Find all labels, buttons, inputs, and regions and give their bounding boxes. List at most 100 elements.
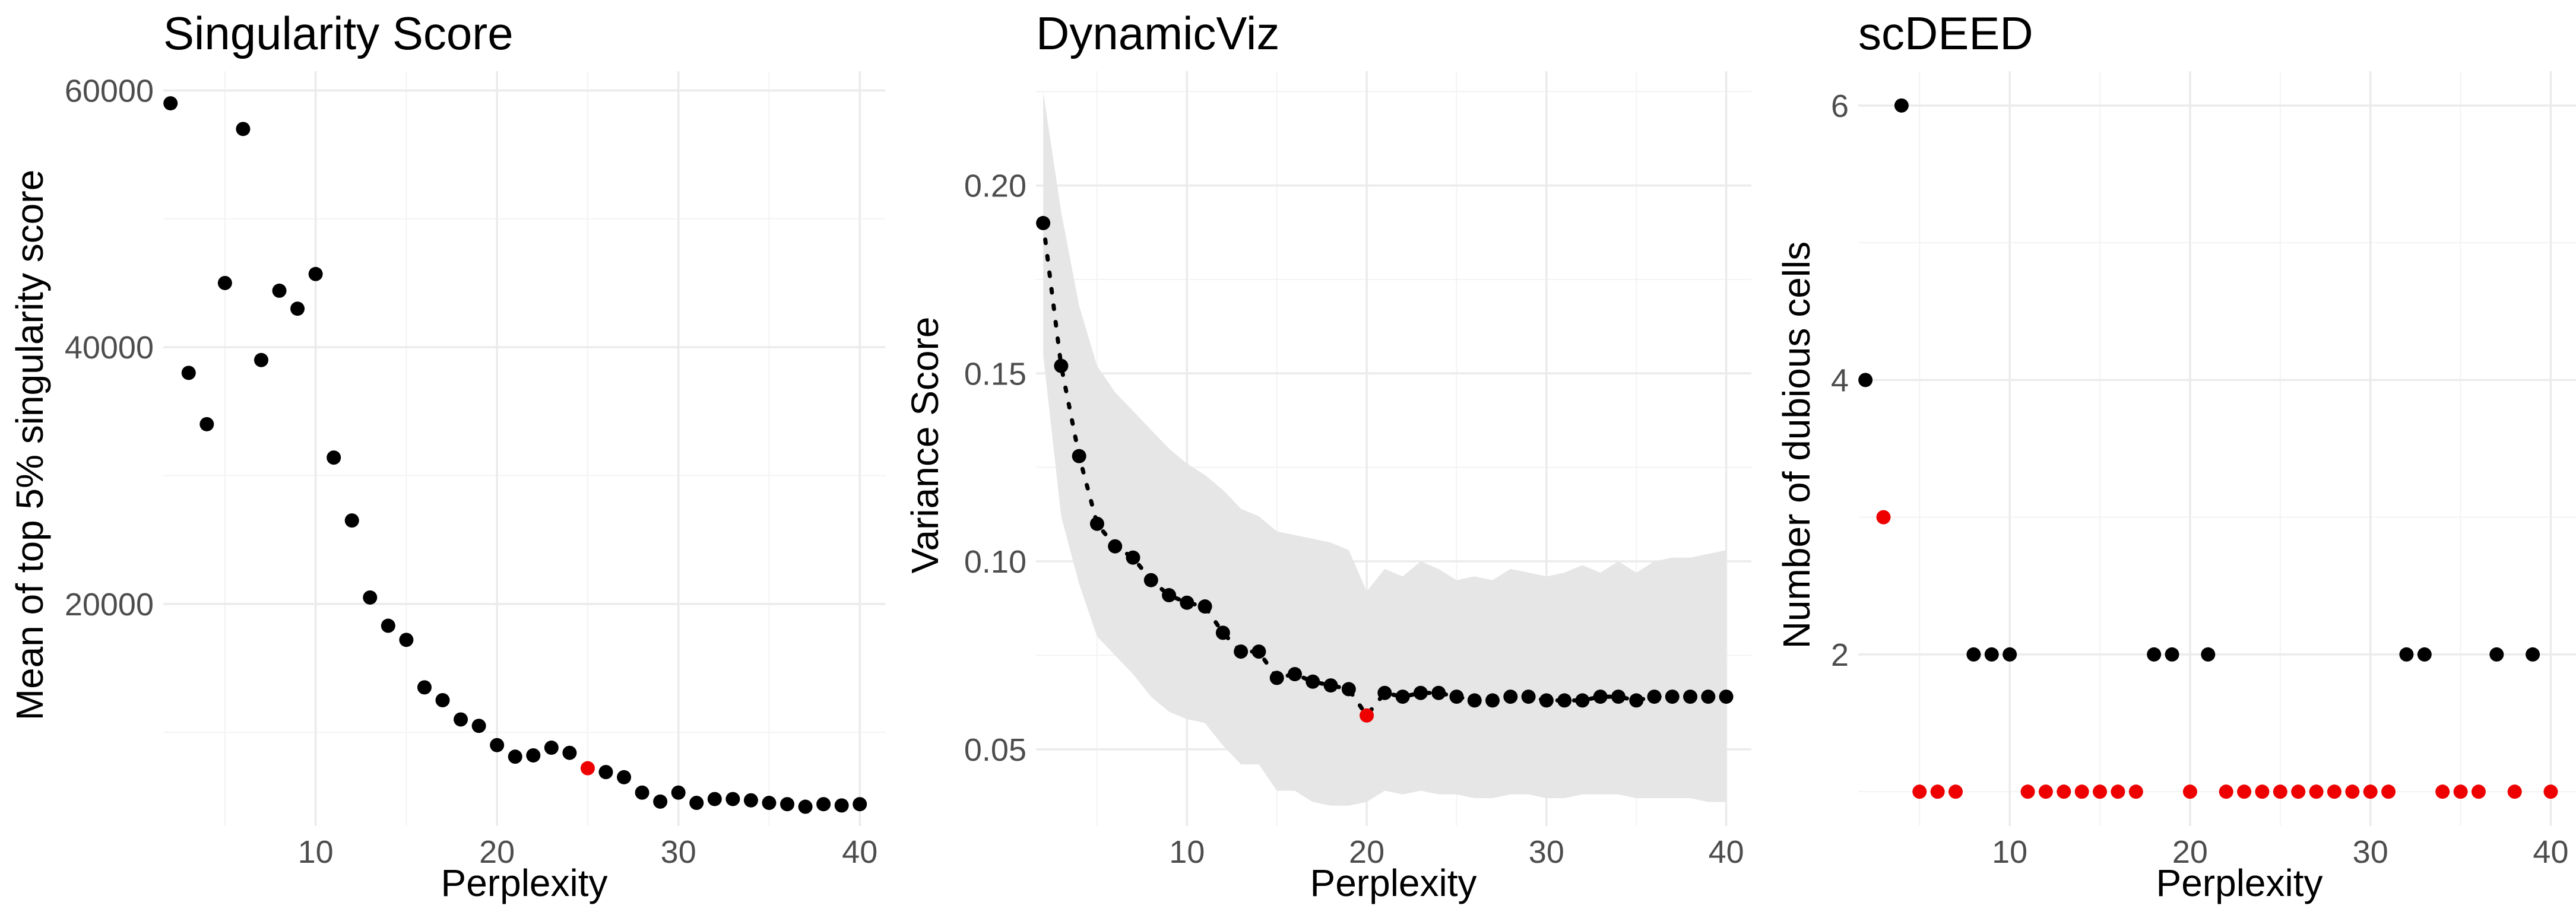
data-point: [1180, 595, 1194, 610]
x-tick-label: 10: [1992, 834, 2027, 870]
data-point: [1036, 215, 1051, 230]
data-point-highlighted: [580, 761, 595, 776]
data-point: [1341, 682, 1356, 697]
chart-title: DynamicViz: [1036, 7, 1279, 59]
data-point-highlighted: [1912, 784, 1927, 799]
data-point: [508, 749, 522, 764]
x-tick-label: 10: [1169, 834, 1205, 870]
data-point: [635, 785, 649, 800]
data-point: [181, 366, 196, 380]
data-point-highlighted: [2020, 784, 2035, 799]
x-tick-label: 40: [2533, 834, 2568, 870]
data-point: [254, 352, 268, 367]
data-points: [163, 96, 867, 814]
data-point: [1521, 690, 1536, 704]
data-point-highlighted: [1930, 784, 1945, 799]
panel-singularity: Singularity Score 10 20 30 40 20000 40000 6000…: [8, 7, 885, 904]
y-tick-label: 40000: [65, 330, 154, 366]
data-points: [1036, 91, 1734, 806]
data-point: [490, 738, 505, 752]
y-tick-label: 0.05: [964, 732, 1026, 768]
data-point: [163, 96, 178, 111]
data-point-highlighted: [2291, 784, 2306, 799]
data-point: [725, 792, 740, 806]
data-point-highlighted: [2471, 784, 2486, 799]
data-point: [1234, 644, 1249, 659]
data-point: [272, 283, 287, 298]
data-point: [2489, 647, 2504, 662]
confidence-band: [1043, 91, 1726, 806]
data-point: [2165, 647, 2179, 662]
data-point: [435, 693, 450, 707]
panel-dynamicviz: DynamicViz 10 20 30 40 0.05 0.10 0.15 0.20 Perp…: [904, 7, 1751, 904]
x-tick-label: 40: [842, 834, 877, 870]
data-point: [743, 793, 758, 808]
data-point: [471, 719, 486, 733]
data-point: [762, 796, 777, 811]
data-point: [1611, 690, 1626, 704]
data-point: [1647, 690, 1662, 704]
plot-grid: [163, 71, 885, 826]
y-axis-label: Mean of top 5% singularity score: [8, 170, 51, 720]
y-tick-label: 6: [1831, 88, 1849, 124]
data-point-highlighted: [2128, 784, 2143, 799]
y-tick-label: 0.20: [964, 169, 1026, 204]
data-point: [526, 748, 541, 763]
data-point: [1629, 693, 1644, 708]
data-point: [399, 633, 414, 647]
data-point: [1984, 647, 1999, 662]
data-point: [1215, 625, 1230, 640]
chart-title: Singularity Score: [163, 7, 514, 59]
data-point: [1449, 690, 1464, 704]
y-tick-label: 60000: [65, 73, 154, 109]
data-point: [1143, 573, 1158, 587]
data-point: [1089, 516, 1104, 531]
data-point: [1701, 690, 1716, 704]
data-point: [363, 590, 378, 605]
data-point-highlighted: [2273, 784, 2287, 799]
plot-grid: [1858, 71, 2576, 826]
data-point-highlighted: [1360, 708, 1374, 723]
axis-ticks: 10 20 30 40 20000 40000 60000: [65, 73, 877, 870]
panel-scdeed: scDEED 10 20 30 40 2 4 6 Perplexity Number of …: [1775, 7, 2576, 904]
data-point: [217, 275, 232, 290]
data-point: [653, 794, 668, 809]
data-point: [308, 266, 323, 281]
x-tick-label: 10: [298, 834, 334, 870]
data-point: [671, 785, 686, 800]
data-point: [1251, 644, 1266, 659]
data-point: [2003, 647, 2017, 662]
data-point: [1539, 693, 1554, 708]
data-point: [2399, 647, 2414, 662]
y-axis-label: Variance Score: [904, 317, 946, 574]
data-point: [707, 792, 722, 806]
data-point: [1054, 358, 1069, 373]
data-point: [816, 797, 831, 812]
data-point: [689, 796, 704, 811]
data-point: [780, 797, 795, 812]
data-point: [1503, 690, 1518, 704]
data-point: [1467, 693, 1482, 708]
data-point: [1395, 690, 1410, 704]
x-tick-label: 20: [479, 834, 515, 870]
data-point-highlighted: [2327, 784, 2341, 799]
data-point: [1719, 690, 1734, 704]
x-axis-label: Perplexity: [2156, 862, 2323, 904]
data-point-highlighted: [2363, 784, 2378, 799]
data-point: [1683, 690, 1698, 704]
data-point-highlighted: [2507, 784, 2522, 799]
data-point: [1323, 678, 1338, 693]
data-point: [1306, 674, 1320, 689]
data-point: [798, 799, 813, 814]
data-point-highlighted: [2074, 784, 2089, 799]
data-point: [1126, 550, 1140, 565]
data-point: [290, 301, 305, 316]
data-point-highlighted: [2345, 784, 2360, 799]
data-point: [417, 680, 432, 695]
data-point-highlighted: [2219, 784, 2233, 799]
data-point: [1485, 693, 1500, 708]
data-point-highlighted: [2237, 784, 2252, 799]
data-point: [1162, 588, 1177, 603]
x-axis-label: Perplexity: [1310, 862, 1477, 904]
